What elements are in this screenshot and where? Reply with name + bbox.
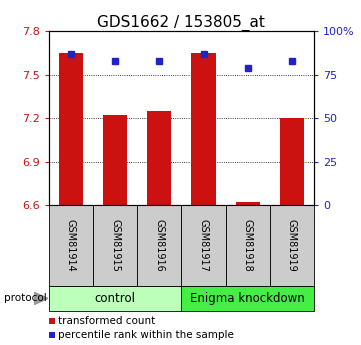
Bar <box>93 205 137 286</box>
Text: GSM81915: GSM81915 <box>110 219 120 272</box>
Text: GSM81918: GSM81918 <box>243 219 253 272</box>
Text: GSM81914: GSM81914 <box>66 219 76 272</box>
Bar <box>181 286 314 310</box>
Bar <box>270 205 314 286</box>
Bar <box>181 205 226 286</box>
Text: GSM81916: GSM81916 <box>154 219 164 272</box>
Bar <box>226 205 270 286</box>
Bar <box>59 53 83 205</box>
Bar <box>49 205 93 286</box>
Text: GSM81917: GSM81917 <box>199 219 209 272</box>
Title: GDS1662 / 153805_at: GDS1662 / 153805_at <box>97 15 265 31</box>
Bar <box>280 118 304 205</box>
Text: transformed count: transformed count <box>58 316 155 326</box>
Bar <box>137 205 182 286</box>
Text: control: control <box>95 292 136 305</box>
Bar <box>103 115 127 205</box>
Bar <box>191 53 216 205</box>
Text: GSM81919: GSM81919 <box>287 219 297 272</box>
Polygon shape <box>34 292 48 305</box>
Bar <box>236 203 260 205</box>
Text: percentile rank within the sample: percentile rank within the sample <box>58 331 234 340</box>
Bar <box>49 286 181 310</box>
Text: Enigma knockdown: Enigma knockdown <box>190 292 305 305</box>
Text: protocol: protocol <box>4 294 46 303</box>
Bar <box>147 111 171 205</box>
